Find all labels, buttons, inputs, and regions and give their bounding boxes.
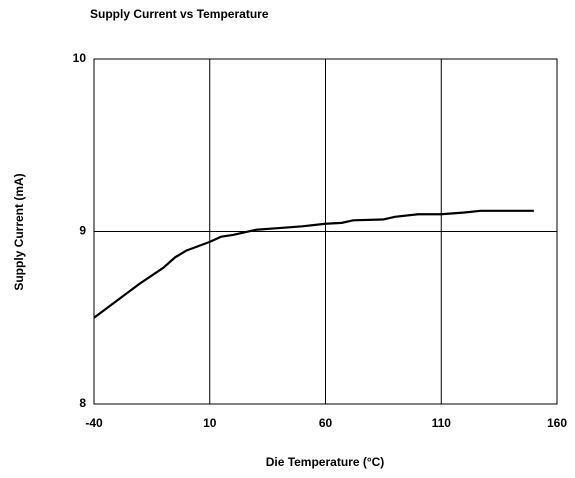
y-axis-label: Supply Current (mA)	[12, 173, 26, 290]
x-tick-label: 160	[547, 416, 567, 430]
x-tick-label: 10	[203, 416, 217, 430]
y-tick-label: 8	[79, 396, 86, 410]
x-tick-label: -40	[85, 416, 103, 430]
chart-title: Supply Current vs Temperature	[90, 7, 269, 21]
y-tick-label: 9	[79, 224, 86, 238]
y-tick-label: 10	[73, 51, 87, 65]
x-tick-label: 60	[319, 416, 333, 430]
data-line	[93, 209, 534, 319]
x-tick-label: 110	[432, 416, 452, 430]
x-axis-label: Die Temperature (°C)	[266, 455, 385, 469]
